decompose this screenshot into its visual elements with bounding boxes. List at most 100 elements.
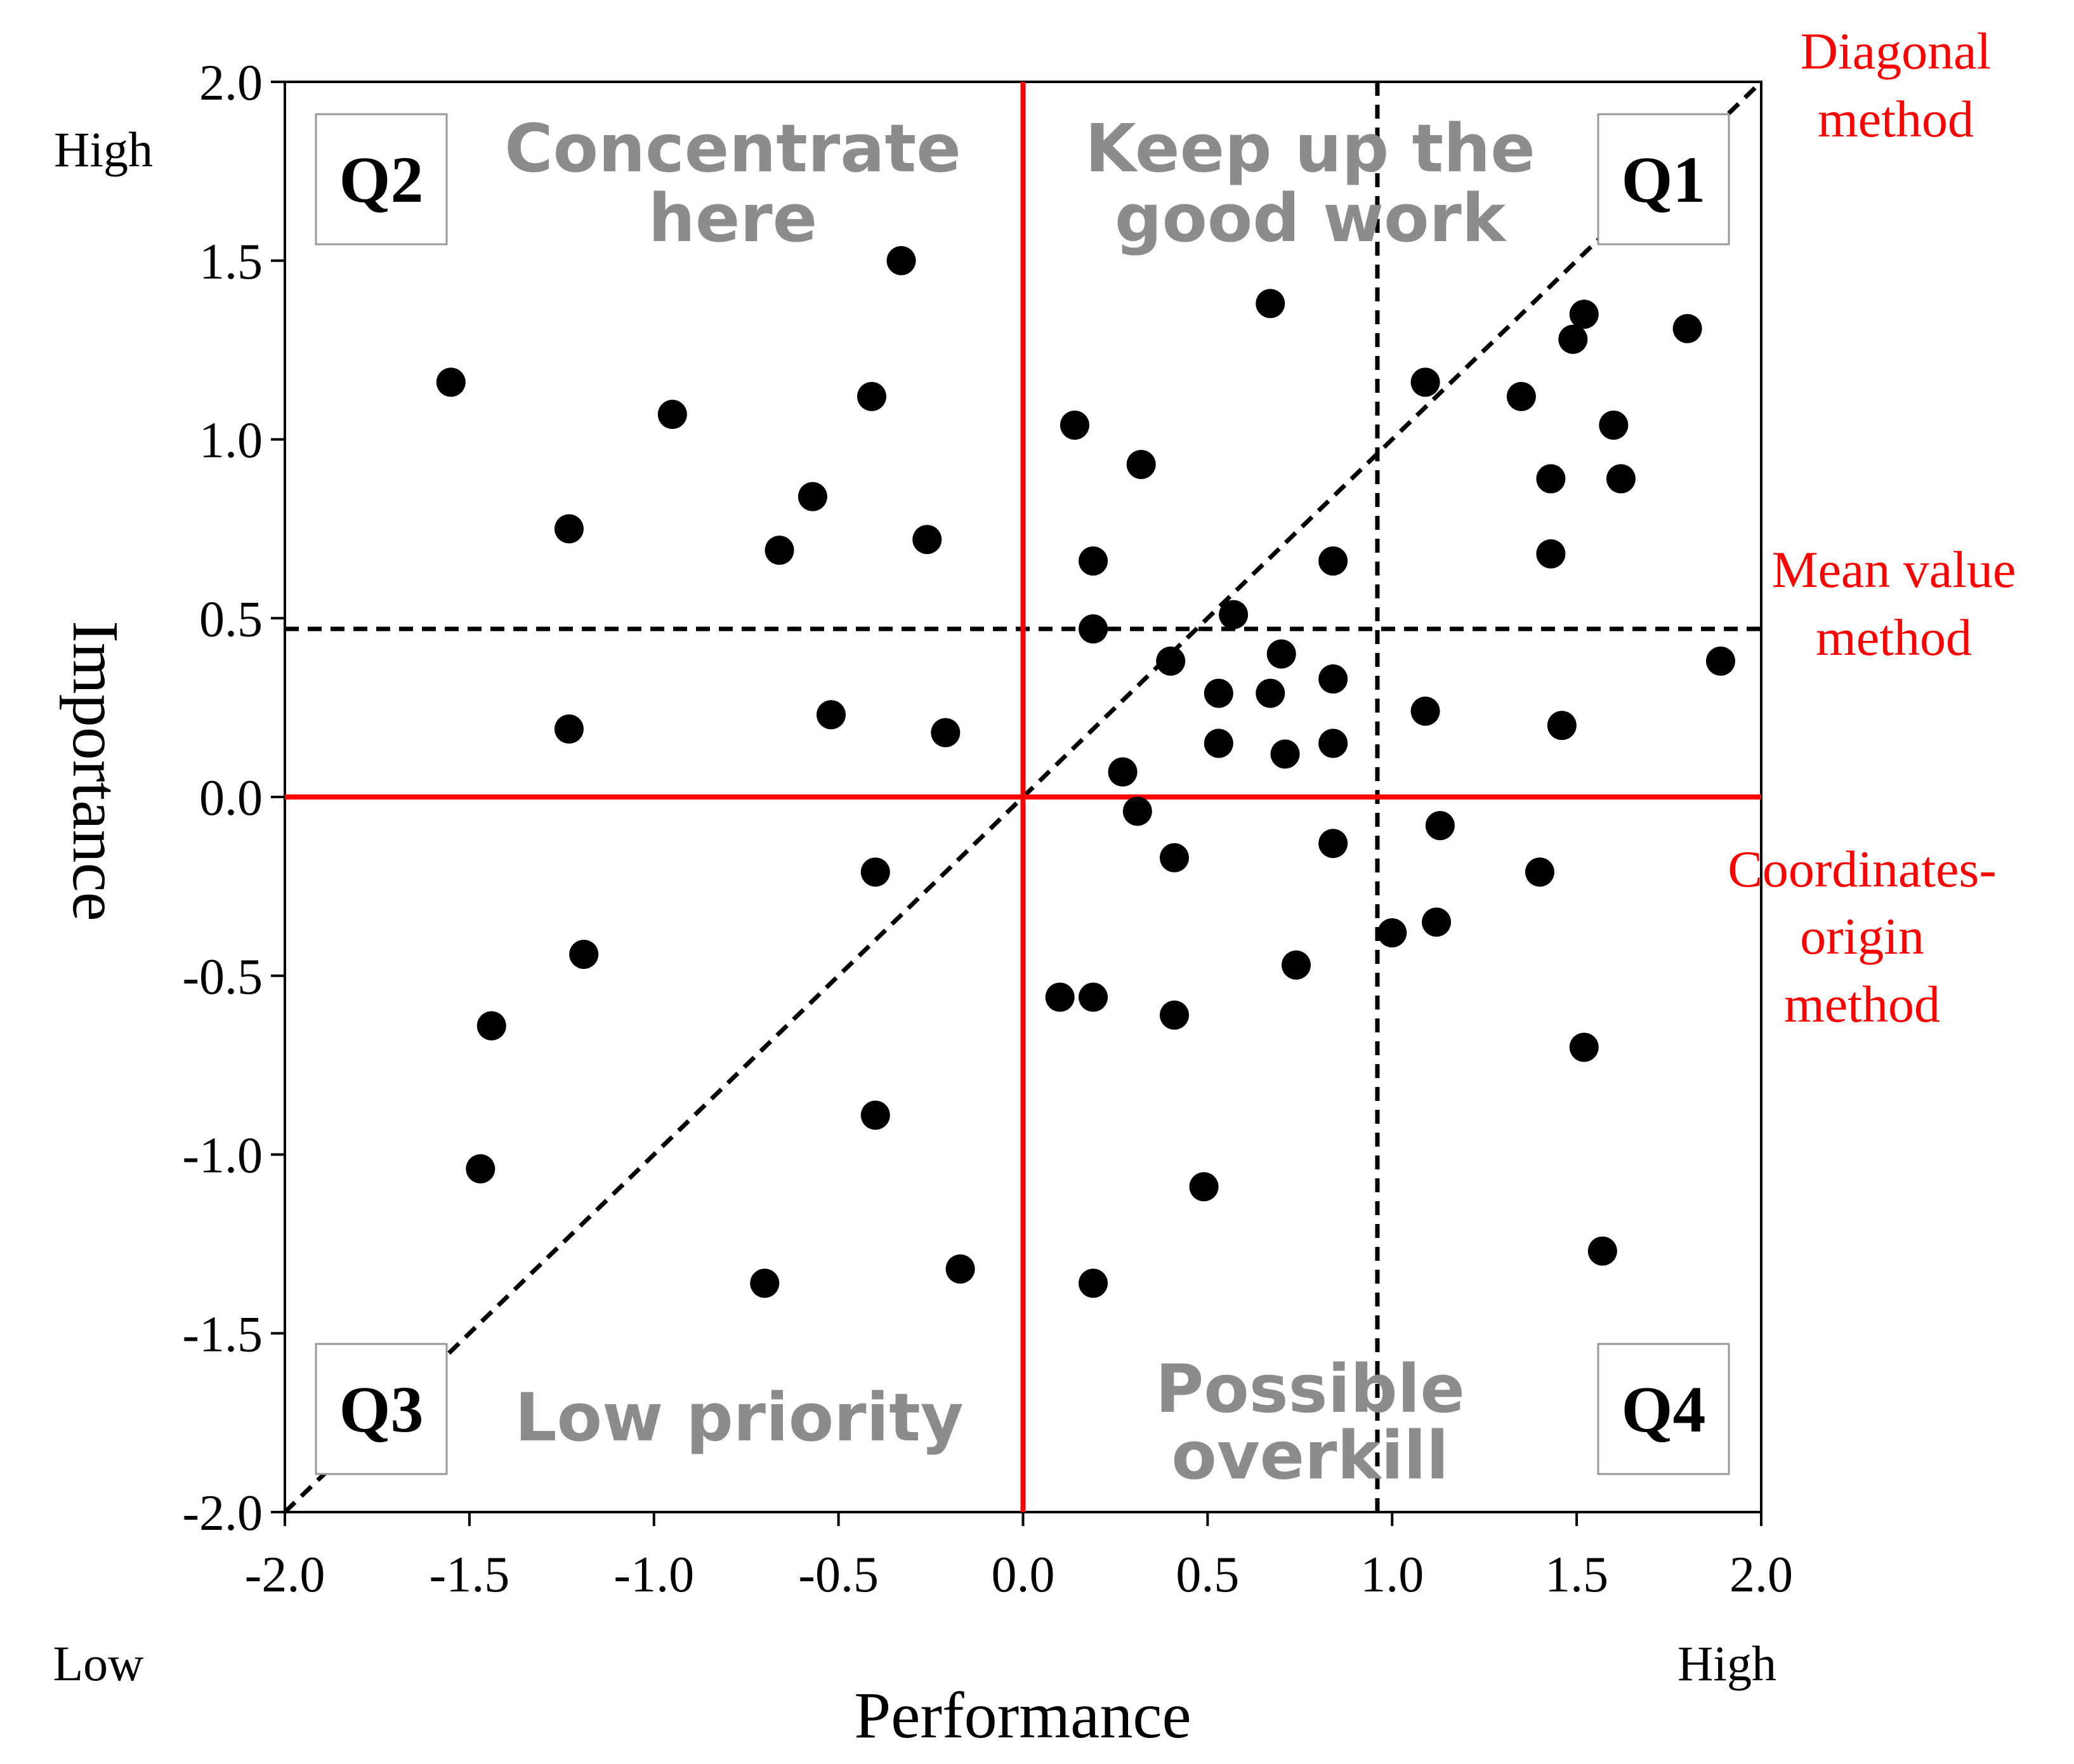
- x-tick-label: -1.5: [430, 1547, 510, 1603]
- y-tick-label: -1.0: [182, 1128, 263, 1184]
- data-point: [1318, 728, 1348, 758]
- data-point: [554, 714, 584, 744]
- data-point: [1318, 664, 1348, 694]
- x-tick-label: 0.0: [992, 1547, 1055, 1603]
- q2-description-line-2: here: [648, 180, 817, 257]
- data-point: [657, 400, 687, 430]
- data-point: [569, 939, 599, 969]
- mean-value-method-line-1: Mean value: [1772, 541, 2016, 598]
- data-point: [816, 700, 846, 730]
- q1-label: Q1: [1622, 143, 1706, 216]
- data-point: [1425, 811, 1455, 841]
- y-axis-ticks: 2.0 1.5 1.0 0.5 0.0 -0.5 -1.0 -1.5 -2.0: [182, 55, 285, 1541]
- q3-description: Low priority: [515, 1379, 963, 1456]
- data-point: [1204, 678, 1233, 708]
- data-point: [1558, 324, 1588, 354]
- data-point: [1599, 410, 1629, 440]
- data-point: [554, 514, 584, 544]
- q1-box: [1597, 113, 1730, 246]
- data-point: [860, 1100, 890, 1130]
- data-points: [436, 246, 1736, 1298]
- q1-description-line-2: good work: [1115, 180, 1507, 257]
- q3-label: Q3: [339, 1373, 424, 1446]
- data-point: [1410, 696, 1440, 726]
- data-point: [1672, 313, 1702, 343]
- coordinates-origin-method-line-3: method: [1784, 975, 1940, 1033]
- data-point: [1422, 907, 1452, 937]
- data-point: [1536, 464, 1566, 494]
- data-point: [1126, 449, 1156, 479]
- data-point: [750, 1268, 780, 1298]
- q2-box: [315, 113, 448, 246]
- y-tick-label: 0.5: [199, 591, 263, 647]
- y-tick-label: 1.5: [199, 234, 263, 290]
- x-axis-title: Performance: [854, 1679, 1191, 1752]
- data-point: [1270, 739, 1300, 769]
- data-point: [1079, 1268, 1108, 1298]
- data-point: [1536, 539, 1566, 569]
- data-point: [1060, 410, 1089, 440]
- data-point: [1108, 757, 1138, 787]
- q3-box: [315, 1343, 448, 1475]
- y-tick-label: 2.0: [199, 55, 263, 111]
- data-point: [1569, 299, 1599, 329]
- data-point: [765, 536, 794, 565]
- data-point: [1706, 646, 1736, 676]
- reference-lines: [283, 80, 1763, 1514]
- data-point: [1281, 950, 1311, 980]
- data-point: [1256, 678, 1285, 708]
- x-axis-ticks: -2.0 -1.5 -1.0 -0.5 0.0 0.5 1.0 1.5 2.0: [245, 1512, 1793, 1603]
- coordinates-origin-method-line-2: origin: [1800, 907, 1924, 965]
- q4-description-line-1: Possible: [1155, 1350, 1465, 1428]
- x-tick-label: 1.0: [1360, 1547, 1424, 1603]
- q4-description-line-2: overkill: [1171, 1417, 1448, 1494]
- data-point: [1606, 464, 1636, 494]
- x-tick-label: -2.0: [245, 1547, 325, 1603]
- data-point: [1160, 1000, 1190, 1030]
- data-point: [436, 367, 466, 397]
- data-point: [1160, 843, 1190, 872]
- data-point: [1079, 614, 1108, 644]
- data-point: [1569, 1032, 1599, 1062]
- data-point: [1079, 546, 1108, 576]
- diagonal-method-line-1: Diagonal: [1801, 22, 1992, 80]
- mean-value-method-line-2: method: [1816, 609, 1972, 666]
- data-point: [1377, 918, 1407, 948]
- data-point: [1256, 289, 1285, 319]
- y-tick-label: -2.0: [182, 1485, 263, 1541]
- x-tick-label: 0.5: [1176, 1547, 1239, 1603]
- x-axis-high-label: High: [1677, 1636, 1776, 1691]
- data-point: [931, 718, 961, 747]
- y-tick-label: -0.5: [182, 949, 263, 1005]
- x-axis-low-label: Low: [53, 1636, 144, 1691]
- data-point: [1506, 381, 1536, 411]
- data-point: [886, 246, 916, 275]
- data-point: [1219, 600, 1249, 629]
- diagonal-method-line-2: method: [1818, 90, 1974, 148]
- x-tick-label: -0.5: [798, 1547, 879, 1603]
- data-point: [476, 1011, 506, 1041]
- y-axis-high-label: High: [54, 122, 153, 177]
- data-point: [1547, 711, 1577, 740]
- data-point: [1079, 982, 1108, 1012]
- y-tick-label: 0.0: [199, 770, 263, 826]
- data-point: [1189, 1172, 1219, 1202]
- data-point: [912, 525, 942, 555]
- y-tick-label: -1.5: [182, 1307, 263, 1362]
- data-point: [860, 857, 890, 887]
- data-point: [1045, 982, 1075, 1012]
- q4-box: [1597, 1343, 1730, 1475]
- data-point: [797, 482, 827, 511]
- data-point: [1156, 646, 1186, 676]
- data-point: [1318, 546, 1348, 576]
- data-point: [1410, 367, 1440, 397]
- q2-description-line-1: Concentrate: [504, 110, 961, 187]
- q4-label: Q4: [1622, 1373, 1706, 1446]
- y-tick-label: 1.0: [199, 413, 263, 469]
- x-tick-label: 2.0: [1729, 1547, 1793, 1603]
- coordinates-origin-method-line-1: Coordinates-: [1728, 840, 1997, 898]
- data-point: [857, 381, 886, 411]
- y-axis-title: Importance: [59, 621, 132, 921]
- x-tick-label: 1.5: [1545, 1547, 1608, 1603]
